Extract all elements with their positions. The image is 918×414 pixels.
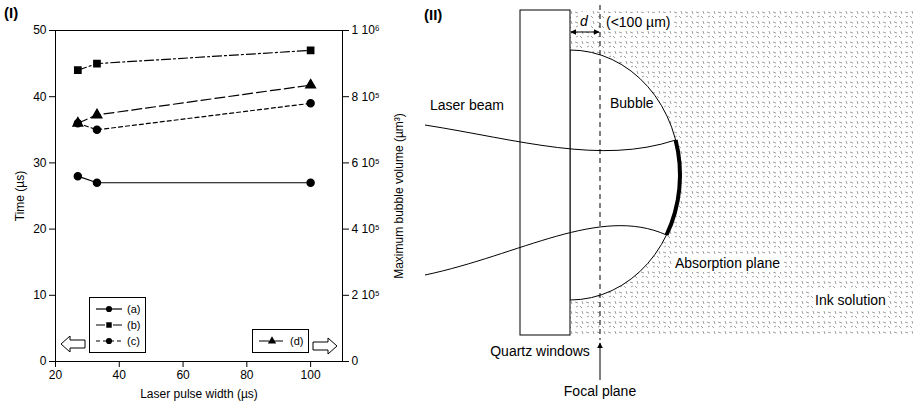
svg-text:Laser pulse width (µs): Laser pulse width (µs) [140, 387, 258, 401]
svg-text:Ink solution: Ink solution [815, 292, 886, 308]
svg-text:20: 20 [33, 222, 47, 236]
html-text:(a): (a) [127, 303, 141, 315]
svg-text:1 10⁶: 1 10⁶ [352, 23, 380, 37]
svg-text:(II): (II) [424, 6, 442, 23]
svg-text:6 10⁵: 6 10⁵ [352, 156, 380, 170]
svg-text:100: 100 [301, 368, 321, 382]
svg-text:d: d [580, 13, 589, 29]
svg-text:8 10⁵: 8 10⁵ [352, 90, 380, 104]
svg-text:2 10⁵: 2 10⁵ [352, 288, 380, 302]
svg-text:4 10⁵: 4 10⁵ [352, 222, 380, 236]
svg-text:0: 0 [40, 354, 47, 368]
svg-text:50: 50 [33, 23, 47, 37]
svg-text:Laser beam: Laser beam [430, 97, 504, 113]
svg-text:30: 30 [33, 156, 47, 170]
svg-text:40: 40 [33, 90, 47, 104]
svg-text:80: 80 [240, 368, 254, 382]
svg-text:Focal plane: Focal plane [564, 383, 637, 399]
svg-text:40: 40 [113, 368, 127, 382]
svg-text:(<100 µm): (<100 µm) [606, 14, 670, 30]
svg-text:Quartz windows: Quartz windows [490, 343, 590, 359]
html-text:(c): (c) [127, 335, 140, 347]
html-text:(d): (d) [290, 335, 304, 347]
html-text:(I): (I) [4, 4, 19, 21]
svg-text:20: 20 [49, 368, 63, 382]
svg-text:Time (µs): Time (µs) [13, 171, 27, 221]
html-text:(b): (b) [127, 319, 141, 331]
svg-text:10: 10 [33, 288, 47, 302]
svg-text:Absorption plane: Absorption plane [675, 255, 780, 271]
svg-text:Bubble: Bubble [610, 95, 654, 111]
svg-text:Maximum bubble volume (µm³): Maximum bubble volume (µm³) [392, 113, 406, 279]
svg-text:60: 60 [176, 368, 190, 382]
svg-text:0: 0 [352, 354, 359, 368]
